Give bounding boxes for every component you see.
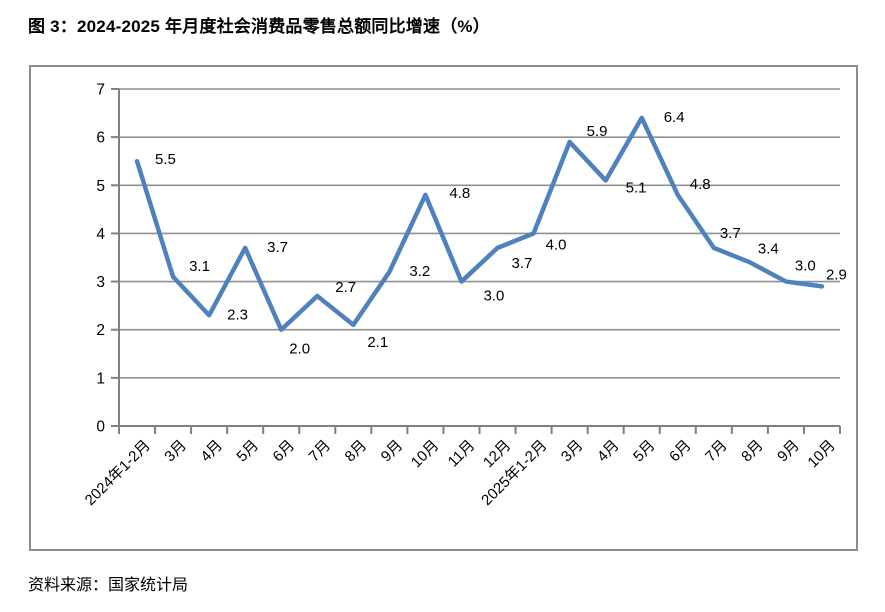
x-tick-label: 4月 bbox=[197, 437, 226, 466]
data-label: 3.7 bbox=[512, 255, 533, 272]
y-tick-label: 4 bbox=[96, 226, 105, 243]
data-label: 2.1 bbox=[367, 334, 388, 351]
x-tick-label: 6月 bbox=[666, 437, 695, 466]
chart-frame: 0 1 2 3 4 5 6 7 2024年1-2月 3月 4月 5月 6月 7月 8月 9月 10月 11月 12月… bbox=[29, 65, 858, 551]
x-tick-label: 9月 bbox=[378, 437, 407, 466]
x-tick-label: 8月 bbox=[738, 437, 767, 466]
x-tick-label: 8月 bbox=[342, 437, 371, 466]
y-tick-label: 0 bbox=[96, 419, 105, 436]
x-tick-label: 3月 bbox=[558, 437, 587, 466]
y-tick-label: 5 bbox=[96, 178, 105, 195]
data-label: 4.8 bbox=[690, 176, 711, 193]
data-label: 3.7 bbox=[267, 239, 288, 256]
x-tick-label: 6月 bbox=[270, 437, 299, 466]
x-tick-label: 3月 bbox=[161, 437, 190, 466]
data-label: 3.0 bbox=[483, 288, 504, 305]
data-label: 2.3 bbox=[227, 306, 248, 323]
data-label: 2.7 bbox=[335, 279, 356, 296]
x-tick-label: 5月 bbox=[233, 437, 262, 466]
y-tick-label: 2 bbox=[96, 322, 105, 339]
y-tick-label: 3 bbox=[96, 274, 105, 291]
y-tick-label: 6 bbox=[96, 130, 105, 147]
x-tick-label: 5月 bbox=[630, 437, 659, 466]
data-label: 3.1 bbox=[189, 258, 210, 275]
data-label: 2.9 bbox=[826, 266, 847, 283]
x-tick-label: 10月 bbox=[408, 437, 442, 471]
x-tick-label: 9月 bbox=[774, 437, 803, 466]
x-tick-label: 2024年1-2月 bbox=[82, 437, 154, 509]
x-tick-label: 11月 bbox=[445, 437, 479, 471]
figure-title: 图 3：2024-2025 年月度社会消费品零售总额同比增速（%） bbox=[28, 17, 490, 36]
y-tick-label: 7 bbox=[96, 82, 105, 99]
data-label: 6.4 bbox=[664, 109, 685, 126]
data-label: 4.0 bbox=[546, 236, 567, 253]
data-label: 3.7 bbox=[720, 225, 741, 242]
data-label: 2.0 bbox=[289, 341, 310, 358]
data-label: 3.0 bbox=[795, 258, 816, 275]
series-line bbox=[134, 115, 825, 332]
x-tick-label: 4月 bbox=[594, 437, 623, 466]
data-label: 3.4 bbox=[758, 240, 779, 257]
data-label: 5.1 bbox=[626, 179, 647, 196]
y-tick-label: 1 bbox=[96, 370, 105, 387]
source-note: 资料来源：国家统计局 bbox=[28, 577, 189, 594]
x-tick-label: 10月 bbox=[804, 437, 838, 471]
x-tick-label: 7月 bbox=[702, 437, 731, 466]
data-label: 4.8 bbox=[449, 185, 470, 202]
x-tick-label: 7月 bbox=[306, 437, 335, 466]
data-label: 5.9 bbox=[587, 123, 608, 140]
x-tick-label: 2025年1-2月 bbox=[478, 437, 550, 509]
data-label: 3.2 bbox=[409, 263, 430, 280]
data-label: 5.5 bbox=[155, 151, 176, 168]
